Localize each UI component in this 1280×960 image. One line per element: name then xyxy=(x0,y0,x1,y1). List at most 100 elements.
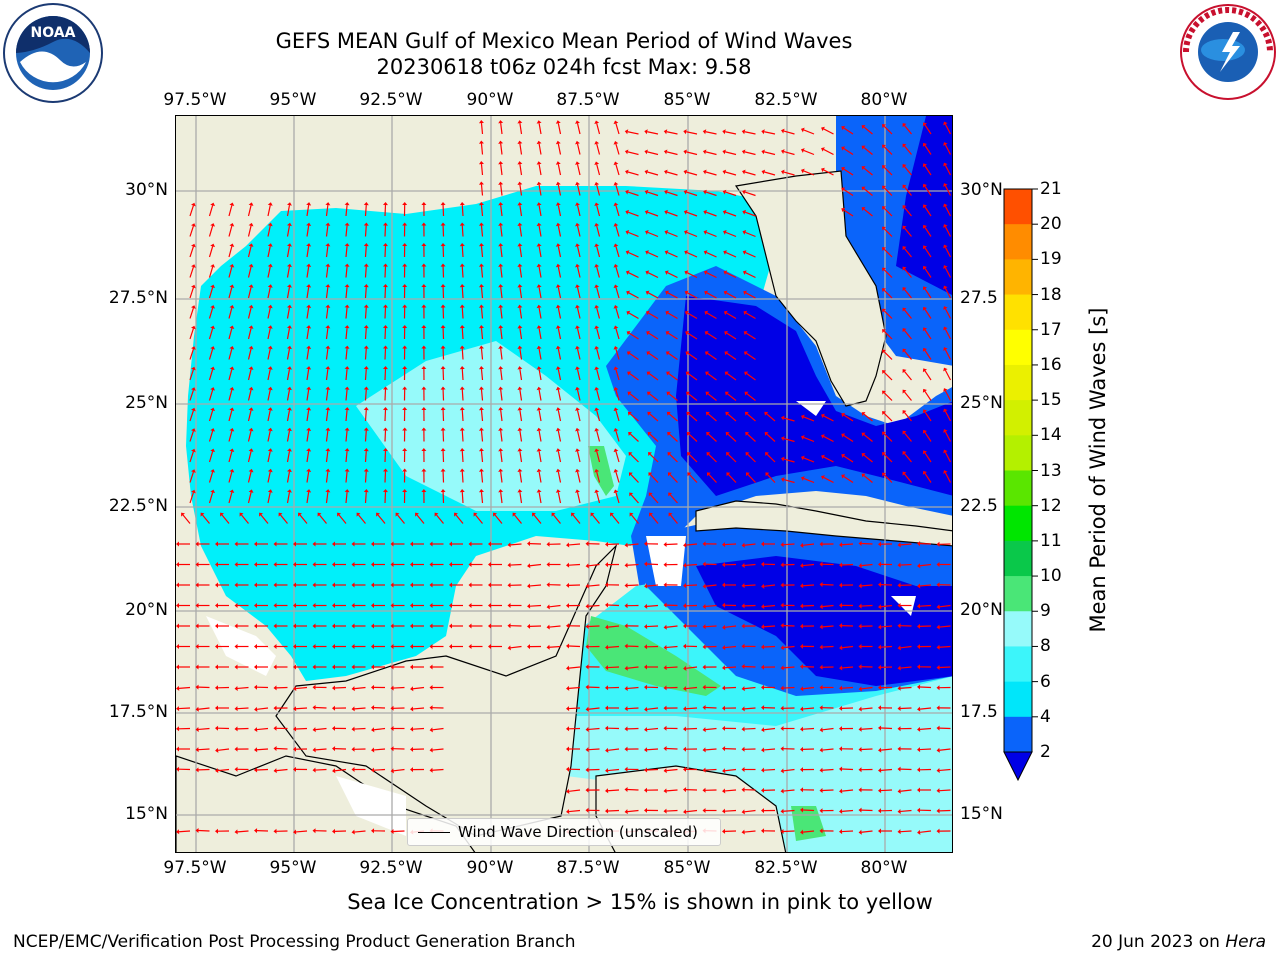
wind-arrow-shaft xyxy=(648,312,659,320)
wind-arrow-head xyxy=(646,351,651,356)
wind-arrow-head xyxy=(917,623,921,629)
wind-arrow-head xyxy=(741,583,745,589)
wind-arrow-head xyxy=(858,706,862,712)
wind-arrow-head xyxy=(478,468,484,472)
wind-arrow-head xyxy=(287,345,292,350)
wind-arrow-shaft xyxy=(364,286,367,299)
wind-arrow-head xyxy=(363,427,369,431)
wind-arrow-head xyxy=(498,161,504,165)
wind-arrow-head xyxy=(429,562,433,567)
wind-arrow-head xyxy=(371,828,375,834)
wind-arrow-head xyxy=(234,603,238,608)
wind-arrow-shaft xyxy=(630,494,639,504)
wind-arrow-shaft xyxy=(519,287,523,299)
wind-arrow-shaft xyxy=(822,748,834,751)
wind-arrow-shaft xyxy=(393,768,405,772)
wind-arrow-shaft xyxy=(510,645,522,649)
wind-arrow-shaft xyxy=(325,246,329,258)
wind-arrow-head xyxy=(293,726,297,732)
wind-arrow-shaft xyxy=(686,272,698,279)
wind-arrow-head xyxy=(488,582,491,588)
wind-arrow-head xyxy=(566,603,570,609)
wind-arrow-shaft xyxy=(727,393,737,401)
wind-arrow-head xyxy=(613,161,619,166)
wind-arrow-shaft xyxy=(706,312,717,320)
wind-arrow-shaft xyxy=(647,191,659,197)
wind-arrow-head xyxy=(306,489,312,493)
wind-arrow-shaft xyxy=(519,225,523,237)
wind-arrow-head xyxy=(191,284,196,289)
wind-arrow-shaft xyxy=(557,492,562,504)
wind-arrow-shaft xyxy=(345,450,348,463)
wind-arrow-head xyxy=(683,665,687,671)
wind-arrow-head xyxy=(312,727,316,733)
wind-arrow-head xyxy=(478,284,484,288)
wind-arrow-shaft xyxy=(325,307,329,319)
wind-arrow-head xyxy=(702,541,706,547)
wind-arrow-shaft xyxy=(208,430,214,442)
wind-arrow-shaft xyxy=(924,431,932,442)
wind-arrow-shaft xyxy=(267,266,271,278)
wind-arrow-head xyxy=(761,684,765,690)
wind-arrow-head xyxy=(839,726,843,732)
wind-arrow-shaft xyxy=(744,809,756,813)
wind-arrow-shaft xyxy=(666,789,678,792)
wind-arrow-shaft xyxy=(228,287,233,299)
wind-arrow-head xyxy=(267,243,273,247)
wind-arrow-shaft xyxy=(705,727,717,731)
wind-arrow-head xyxy=(624,809,628,815)
wind-arrow-head xyxy=(415,512,419,517)
colorbar-swatch xyxy=(1004,435,1032,471)
wind-arrow-head xyxy=(594,284,600,288)
wind-arrow-head xyxy=(459,304,465,308)
wind-arrow-head xyxy=(800,127,805,133)
wind-arrow-head xyxy=(371,541,374,547)
wind-arrow-shaft xyxy=(707,433,717,442)
wind-arrow-shaft xyxy=(325,389,329,401)
wind-arrow-head xyxy=(922,204,928,209)
wind-arrow-head xyxy=(625,270,630,275)
wind-arrow-head xyxy=(229,366,235,371)
wind-arrow-head xyxy=(344,202,350,206)
wind-arrow-head xyxy=(267,284,273,288)
wind-arrow-head xyxy=(761,541,764,547)
wind-arrow-shaft xyxy=(461,307,464,319)
wind-arrow-head xyxy=(402,202,408,206)
wind-arrow-head xyxy=(421,489,427,493)
wind-arrow-shaft xyxy=(247,307,252,319)
wind-arrow-shaft xyxy=(861,707,873,710)
wind-arrow-head xyxy=(922,286,928,291)
wind-arrow-shaft xyxy=(461,245,464,258)
wind-arrow-shaft xyxy=(900,686,912,689)
wind-arrow-head xyxy=(722,645,726,651)
wind-arrow-head xyxy=(325,386,331,390)
wind-arrow-head xyxy=(440,468,446,472)
wind-arrow-head xyxy=(703,189,707,195)
wind-arrow-head xyxy=(517,407,523,411)
wind-arrow-head xyxy=(917,684,921,690)
wind-arrow-head xyxy=(897,829,901,835)
wind-arrow-head xyxy=(507,623,511,629)
wind-arrow-shaft xyxy=(687,332,698,340)
colorbar-tick-label: 6 xyxy=(1040,671,1051,692)
wind-arrow-shaft xyxy=(706,231,717,238)
wind-arrow-shaft xyxy=(822,645,834,648)
wind-arrow-head xyxy=(605,685,609,691)
lon-tick-bottom: 80°W xyxy=(860,858,908,878)
colorbar-swatch xyxy=(1004,505,1032,542)
wind-arrow-head xyxy=(780,685,784,691)
wind-arrow-head xyxy=(478,243,484,247)
wind-arrow-shaft xyxy=(208,225,214,237)
wind-arrow-head xyxy=(478,202,484,206)
wind-arrow-shaft xyxy=(883,187,893,196)
wind-arrow-head xyxy=(882,165,886,170)
wind-arrow-head xyxy=(878,604,882,610)
wind-arrow-head xyxy=(498,366,504,370)
wind-arrow-head xyxy=(555,243,561,247)
wind-arrow-shaft xyxy=(823,456,834,463)
wind-arrow-head xyxy=(459,243,465,247)
wind-arrow-head xyxy=(468,603,472,608)
wind-arrow-head xyxy=(254,706,258,712)
colorbar-swatch xyxy=(1004,364,1032,401)
wind-arrow-shaft xyxy=(549,645,561,648)
